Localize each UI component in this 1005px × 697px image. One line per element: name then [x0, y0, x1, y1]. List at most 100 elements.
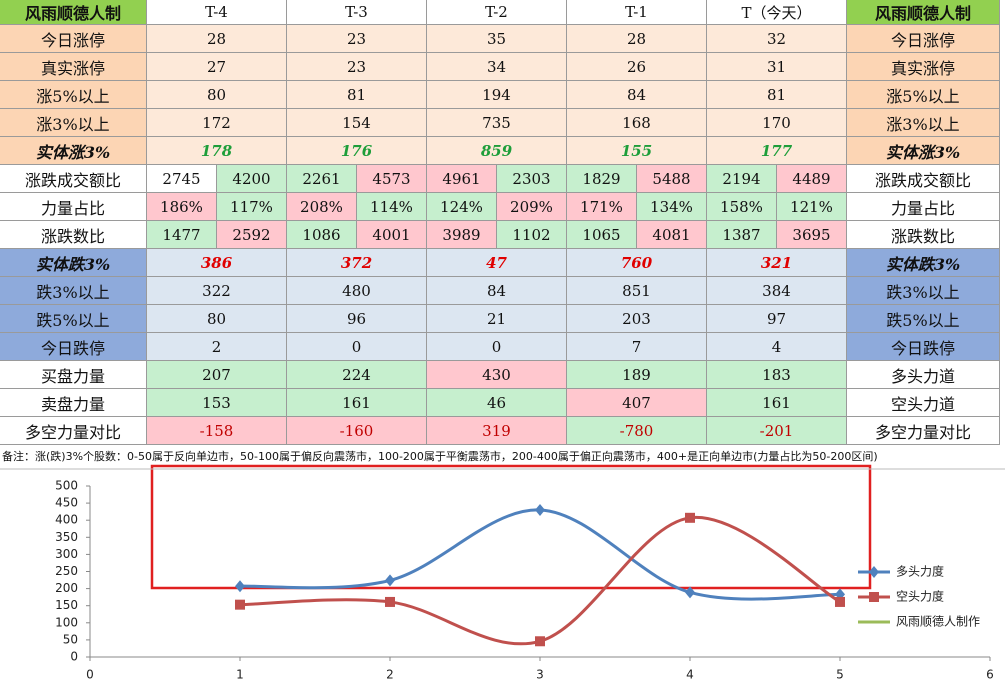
- cell: 80: [147, 81, 287, 109]
- cell: 207: [147, 361, 287, 389]
- cell: 涨5%以上: [847, 81, 1000, 109]
- x-tick-label: 1: [236, 668, 244, 682]
- marker: [835, 596, 845, 607]
- cell: 1477: [147, 221, 217, 249]
- cell: -160: [287, 417, 427, 445]
- cell: 80: [147, 305, 287, 333]
- cell: 224: [287, 361, 427, 389]
- cell: 1065: [567, 221, 637, 249]
- x-tick-label: 6: [986, 668, 994, 682]
- cell: 真实涨停: [847, 53, 1000, 81]
- cell: -201: [707, 417, 847, 445]
- cell: 851: [567, 277, 707, 305]
- cell: 153: [147, 389, 287, 417]
- cell: 322: [147, 277, 287, 305]
- cell: 2303: [497, 165, 567, 193]
- cell: 涨跌数比: [0, 221, 147, 249]
- cell: 319: [427, 417, 567, 445]
- marker: [235, 580, 245, 593]
- cell: 81: [707, 81, 847, 109]
- cell: 177: [707, 137, 847, 165]
- legend-label: 多头力度: [896, 564, 944, 579]
- y-tick-label: 50: [63, 632, 78, 646]
- series-line: [239, 508, 841, 601]
- cell: 134%: [637, 193, 707, 221]
- cell: 4081: [637, 221, 707, 249]
- cell: 0: [427, 333, 567, 361]
- cell: 155: [567, 137, 707, 165]
- cell: 23: [287, 53, 427, 81]
- cell: 189: [567, 361, 707, 389]
- cell: 176: [287, 137, 427, 165]
- cell: 涨5%以上: [0, 81, 147, 109]
- cell: 186%: [147, 193, 217, 221]
- cell: 46: [427, 389, 567, 417]
- cell: 161: [287, 389, 427, 417]
- y-tick-label: 500: [55, 479, 78, 493]
- cell: 170: [707, 109, 847, 137]
- cell: 3989: [427, 221, 497, 249]
- x-tick-label: 5: [836, 668, 844, 682]
- cell: 2745: [147, 165, 217, 193]
- cell: 风雨顺德人制: [847, 0, 1000, 25]
- cell: 47: [427, 249, 567, 277]
- cell: 321: [707, 249, 847, 277]
- marker: [385, 574, 395, 587]
- cell: 3695: [777, 221, 847, 249]
- y-tick-label: 300: [55, 547, 78, 561]
- cell: 4: [707, 333, 847, 361]
- y-tick-label: 450: [55, 496, 78, 510]
- cell: 跌5%以上: [847, 305, 1000, 333]
- cell: 171%: [567, 193, 637, 221]
- marker: [535, 503, 545, 516]
- cell: 1829: [567, 165, 637, 193]
- cell: 84: [567, 81, 707, 109]
- marker: [235, 599, 245, 610]
- cell: 真实涨停: [0, 53, 147, 81]
- cell: 34: [427, 53, 567, 81]
- cell: 81: [287, 81, 427, 109]
- y-tick-label: 200: [55, 581, 78, 595]
- cell: 121%: [777, 193, 847, 221]
- cell: 多空力量对比: [847, 417, 1000, 445]
- cell: 178: [147, 137, 287, 165]
- cell: 168: [567, 109, 707, 137]
- cell: 158%: [707, 193, 777, 221]
- cell: 28: [567, 25, 707, 53]
- cell: 4001: [357, 221, 427, 249]
- cell: 卖盘力量: [0, 389, 147, 417]
- cell: 跌3%以上: [0, 277, 147, 305]
- cell: 760: [567, 249, 707, 277]
- cell: 涨跌成交额比: [847, 165, 1000, 193]
- cell: 多头力道: [847, 361, 1000, 389]
- cell: 4961: [427, 165, 497, 193]
- cell: 4200: [217, 165, 287, 193]
- cell: -158: [147, 417, 287, 445]
- cell: 今日涨停: [847, 25, 1000, 53]
- cell: 26: [567, 53, 707, 81]
- cell: 31: [707, 53, 847, 81]
- cell: 空头力道: [847, 389, 1000, 417]
- cell: 203: [567, 305, 707, 333]
- y-tick-label: 350: [55, 530, 78, 544]
- cell: 4573: [357, 165, 427, 193]
- cell: 多空力量对比: [0, 417, 147, 445]
- cell: 2: [147, 333, 287, 361]
- cell: 209%: [497, 193, 567, 221]
- cell: 735: [427, 109, 567, 137]
- cell: 买盘力量: [0, 361, 147, 389]
- cell: -780: [567, 417, 707, 445]
- cell: 372: [287, 249, 427, 277]
- note: 备注：涨(跌)3%个股数：0-50属于反向单边市，50-100属于偏反向震荡市，…: [2, 450, 878, 463]
- cell: 力量占比: [847, 193, 1000, 221]
- cell: 480: [287, 277, 427, 305]
- marker: [685, 586, 695, 599]
- cell: 1102: [497, 221, 567, 249]
- cell: 194: [427, 81, 567, 109]
- cell: 2592: [217, 221, 287, 249]
- cell: 161: [707, 389, 847, 417]
- y-tick-label: 150: [55, 598, 78, 612]
- cell: 97: [707, 305, 847, 333]
- cell: 28: [147, 25, 287, 53]
